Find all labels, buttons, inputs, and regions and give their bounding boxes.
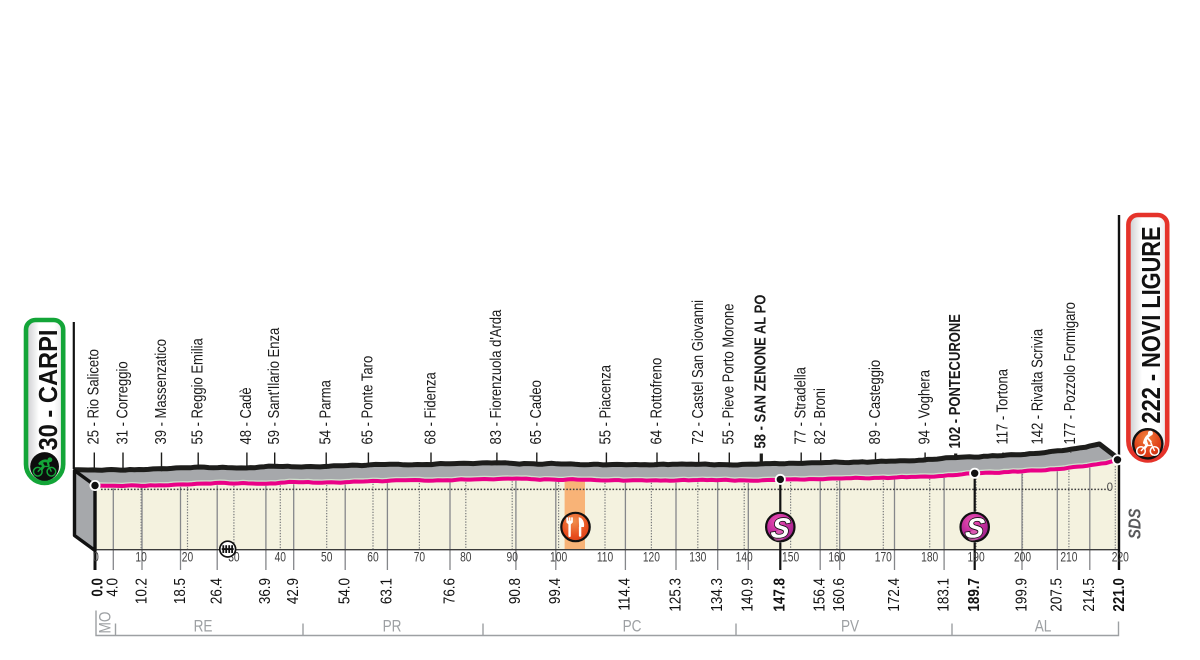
svg-text:0: 0 <box>93 549 99 565</box>
svg-text:222 - NOVI LIGURE: 222 - NOVI LIGURE <box>1136 227 1166 424</box>
svg-text:PV: PV <box>841 617 860 636</box>
svg-text:SDS: SDS <box>1125 508 1144 539</box>
svg-text:18.5: 18.5 <box>172 578 189 604</box>
svg-text:39 - Massenzatico: 39 - Massenzatico <box>153 339 170 445</box>
svg-text:60: 60 <box>367 549 379 565</box>
svg-text:50: 50 <box>321 549 333 565</box>
svg-text:20: 20 <box>182 549 194 565</box>
svg-text:10.2: 10.2 <box>133 578 150 604</box>
svg-text:64 - Rottofreno: 64 - Rottofreno <box>648 358 665 445</box>
svg-text:90.8: 90.8 <box>507 578 524 604</box>
svg-text:220: 220 <box>1112 549 1129 565</box>
svg-text:110: 110 <box>597 549 614 565</box>
svg-text:30: 30 <box>228 549 240 565</box>
svg-text:26.4: 26.4 <box>209 578 226 604</box>
svg-text:58 - SAN ZENONE AL PO: 58 - SAN ZENONE AL PO <box>753 295 770 449</box>
svg-text:0: 0 <box>1107 482 1113 494</box>
svg-text:65 - Cadeo: 65 - Cadeo <box>528 380 545 444</box>
svg-text:156.4: 156.4 <box>812 578 829 612</box>
svg-text:180: 180 <box>921 549 938 565</box>
svg-text:55 - Piacenza: 55 - Piacenza <box>598 365 615 445</box>
svg-text:150: 150 <box>782 549 799 565</box>
svg-text:72 - Castel San Giovanni: 72 - Castel San Giovanni <box>690 300 707 445</box>
svg-text:99.4: 99.4 <box>547 578 564 604</box>
svg-text:40: 40 <box>275 549 287 565</box>
svg-text:142 - Rivalta Scrivia: 142 - Rivalta Scrivia <box>1030 329 1047 445</box>
svg-text:130: 130 <box>689 549 706 565</box>
svg-text:134.3: 134.3 <box>709 578 726 612</box>
svg-text:0.0: 0.0 <box>89 578 106 597</box>
svg-text:90: 90 <box>506 549 518 565</box>
svg-text:65 - Ponte Taro: 65 - Ponte Taro <box>360 356 377 445</box>
svg-text:177 - Pozzolo Formigaro: 177 - Pozzolo Formigaro <box>1062 302 1079 444</box>
svg-text:114.4: 114.4 <box>617 578 634 611</box>
svg-text:94 - Voghera: 94 - Voghera <box>916 370 933 445</box>
svg-text:55 - Reggio Emilia: 55 - Reggio Emilia <box>190 338 207 444</box>
svg-text:4.0: 4.0 <box>105 578 122 597</box>
svg-text:S: S <box>964 513 987 544</box>
svg-text:102 - PONTECURONE: 102 - PONTECURONE <box>947 314 964 448</box>
svg-text:RE: RE <box>194 617 213 636</box>
svg-text:100: 100 <box>550 549 567 565</box>
svg-text:83 - Fiorenzuola d'Arda: 83 - Fiorenzuola d'Arda <box>488 310 505 445</box>
svg-text:25 - Rio Saliceto: 25 - Rio Saliceto <box>86 349 103 444</box>
svg-text:221.0: 221.0 <box>1111 578 1128 612</box>
svg-text:63.1: 63.1 <box>379 578 396 604</box>
svg-text:207.5: 207.5 <box>1049 578 1066 612</box>
svg-text:147.8: 147.8 <box>772 578 789 612</box>
svg-text:189.7: 189.7 <box>966 578 983 612</box>
svg-text:160.6: 160.6 <box>831 578 848 612</box>
svg-text:210: 210 <box>1060 549 1077 565</box>
svg-text:MO: MO <box>96 612 115 634</box>
svg-text:140.9: 140.9 <box>740 578 757 612</box>
svg-text:76.6: 76.6 <box>441 578 458 604</box>
svg-text:54 - Parma: 54 - Parma <box>318 380 335 444</box>
svg-text:82 - Broni: 82 - Broni <box>812 388 829 444</box>
svg-text:55 - Pieve Porto Morone: 55 - Pieve Porto Morone <box>721 304 738 445</box>
svg-text:80: 80 <box>460 549 472 565</box>
svg-text:117 - Tortona: 117 - Tortona <box>994 369 1011 444</box>
svg-text:36.9: 36.9 <box>257 578 274 604</box>
svg-text:31 - Correggio: 31 - Correggio <box>114 361 131 444</box>
svg-text:77 - Stradella: 77 - Stradella <box>793 367 810 444</box>
svg-text:PR: PR <box>383 617 402 636</box>
svg-text:30 - CARPI: 30 - CARPI <box>33 330 63 451</box>
svg-text:125.3: 125.3 <box>667 578 684 612</box>
svg-text:AL: AL <box>1035 617 1052 636</box>
svg-text:160: 160 <box>828 549 845 565</box>
svg-text:59 - Sant'Ilario Enza: 59 - Sant'Ilario Enza <box>266 328 283 445</box>
svg-text:172.4: 172.4 <box>886 578 903 612</box>
svg-text:68 - Fidenza: 68 - Fidenza <box>422 372 439 444</box>
svg-text:214.5: 214.5 <box>1081 578 1098 612</box>
svg-text:10: 10 <box>135 549 147 565</box>
svg-text:199.9: 199.9 <box>1013 578 1030 612</box>
svg-text:54.0: 54.0 <box>337 578 354 604</box>
svg-text:70: 70 <box>414 549 426 565</box>
svg-text:200: 200 <box>1014 549 1031 565</box>
svg-text:89 - Casteggio: 89 - Casteggio <box>867 360 884 445</box>
svg-text:190: 190 <box>968 549 985 565</box>
svg-text:42.9: 42.9 <box>285 578 302 604</box>
svg-text:PC: PC <box>623 617 642 636</box>
svg-text:170: 170 <box>875 549 892 565</box>
svg-text:48 - Cadè: 48 - Cadè <box>238 387 255 444</box>
svg-text:120: 120 <box>643 549 660 565</box>
svg-text:183.1: 183.1 <box>935 578 952 612</box>
svg-text:140: 140 <box>736 549 753 565</box>
